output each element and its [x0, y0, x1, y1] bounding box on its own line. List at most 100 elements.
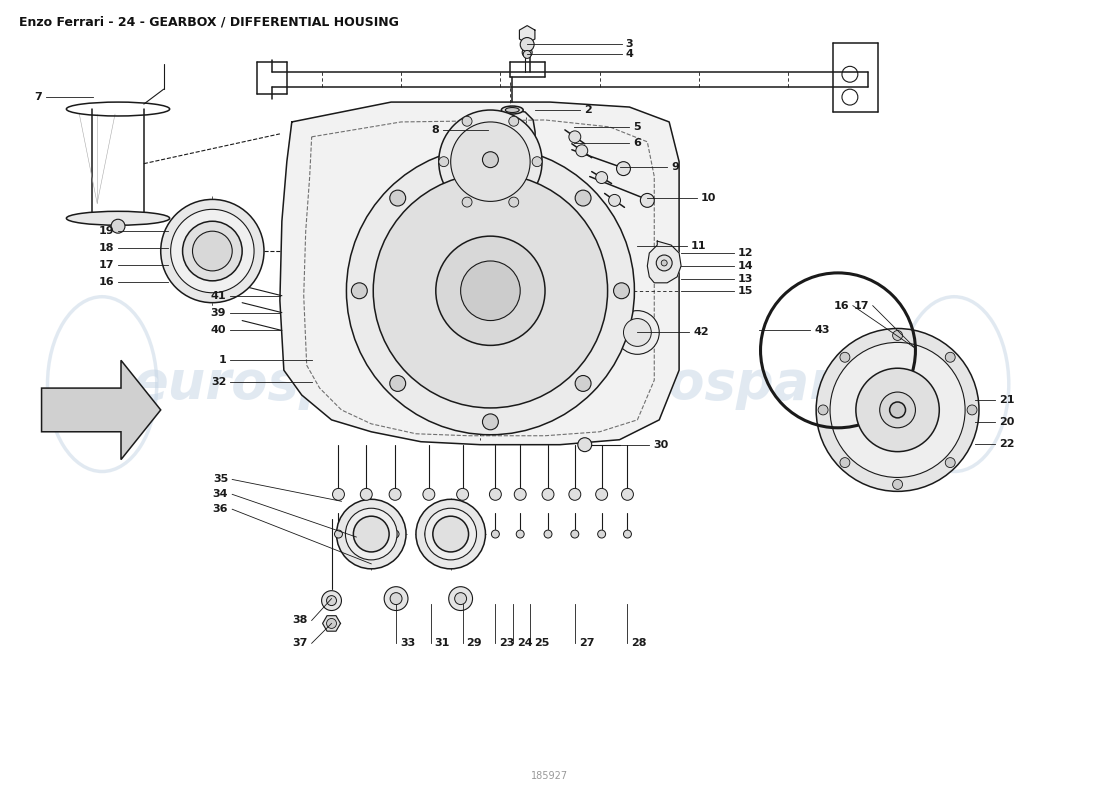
Text: 9: 9 [671, 162, 679, 172]
Ellipse shape [502, 106, 524, 114]
Circle shape [840, 458, 850, 467]
Text: 30: 30 [653, 440, 669, 450]
Text: 41: 41 [210, 290, 227, 301]
Circle shape [483, 414, 498, 430]
Circle shape [532, 157, 542, 166]
Text: 4: 4 [626, 50, 634, 59]
Text: 42: 42 [693, 327, 708, 338]
Text: 5: 5 [634, 122, 641, 132]
Text: 17: 17 [854, 301, 869, 310]
Circle shape [492, 530, 499, 538]
Circle shape [351, 283, 367, 298]
Circle shape [332, 488, 344, 500]
Text: 12: 12 [738, 248, 754, 258]
Circle shape [361, 488, 372, 500]
Circle shape [449, 586, 473, 610]
Text: Enzo Ferrari - 24 - GEARBOX / DIFFERENTIAL HOUSING: Enzo Ferrari - 24 - GEARBOX / DIFFERENTI… [19, 16, 398, 29]
Text: 16: 16 [98, 277, 114, 287]
Text: 22: 22 [999, 438, 1014, 449]
Circle shape [575, 190, 591, 206]
Circle shape [945, 352, 955, 362]
Circle shape [111, 219, 125, 233]
Circle shape [461, 261, 520, 321]
Circle shape [640, 194, 654, 207]
Circle shape [596, 488, 607, 500]
Circle shape [161, 199, 264, 302]
Circle shape [327, 618, 337, 629]
Circle shape [818, 405, 828, 415]
Circle shape [353, 516, 389, 552]
Circle shape [616, 310, 659, 354]
Text: 24: 24 [517, 638, 532, 648]
Text: 37: 37 [293, 638, 308, 648]
Text: 27: 27 [579, 638, 594, 648]
Text: 19: 19 [98, 226, 114, 236]
Circle shape [439, 110, 542, 214]
Circle shape [462, 116, 472, 126]
Circle shape [515, 488, 526, 500]
Circle shape [334, 530, 342, 538]
Circle shape [422, 488, 435, 500]
Text: 15: 15 [738, 286, 754, 296]
Circle shape [321, 590, 341, 610]
Circle shape [454, 593, 466, 605]
Circle shape [416, 499, 485, 569]
Circle shape [571, 530, 579, 538]
Text: 20: 20 [999, 417, 1014, 427]
Circle shape [542, 488, 554, 500]
Circle shape [337, 499, 406, 569]
Circle shape [945, 458, 955, 467]
Circle shape [657, 255, 672, 271]
Text: 32: 32 [211, 377, 227, 387]
Text: 8: 8 [431, 125, 439, 135]
Circle shape [439, 157, 449, 166]
Ellipse shape [505, 107, 519, 113]
Circle shape [483, 152, 498, 168]
Circle shape [345, 508, 397, 560]
Circle shape [346, 146, 635, 434]
Circle shape [544, 530, 552, 538]
Circle shape [362, 530, 371, 538]
Circle shape [575, 375, 591, 391]
Circle shape [608, 194, 620, 206]
Polygon shape [42, 360, 161, 459]
Circle shape [490, 488, 502, 500]
Text: 39: 39 [211, 308, 227, 318]
Circle shape [392, 530, 399, 538]
Text: 36: 36 [212, 504, 229, 514]
Text: 33: 33 [400, 638, 416, 648]
Text: 38: 38 [293, 615, 308, 626]
Circle shape [327, 596, 337, 606]
Circle shape [967, 405, 977, 415]
Circle shape [880, 392, 915, 428]
Text: 1: 1 [219, 355, 227, 366]
Text: 43: 43 [814, 326, 829, 335]
Circle shape [456, 488, 469, 500]
Circle shape [578, 438, 592, 452]
Circle shape [840, 352, 850, 362]
Text: 14: 14 [738, 261, 754, 271]
Circle shape [425, 530, 432, 538]
Circle shape [892, 479, 902, 490]
Polygon shape [491, 110, 535, 174]
Text: 16: 16 [834, 301, 849, 310]
Circle shape [520, 38, 535, 51]
Circle shape [569, 488, 581, 500]
Circle shape [624, 530, 631, 538]
Circle shape [524, 50, 531, 58]
Text: 28: 28 [631, 638, 647, 648]
Text: 185927: 185927 [531, 771, 569, 782]
Circle shape [569, 131, 581, 142]
Text: 10: 10 [701, 194, 716, 203]
Text: 23: 23 [499, 638, 515, 648]
Circle shape [597, 530, 606, 538]
Text: 2: 2 [584, 105, 592, 115]
Ellipse shape [502, 170, 524, 177]
Circle shape [614, 283, 629, 298]
Circle shape [516, 530, 525, 538]
Circle shape [661, 260, 668, 266]
Circle shape [575, 145, 587, 157]
Polygon shape [647, 241, 681, 283]
Circle shape [462, 197, 472, 207]
Text: 18: 18 [99, 243, 114, 253]
